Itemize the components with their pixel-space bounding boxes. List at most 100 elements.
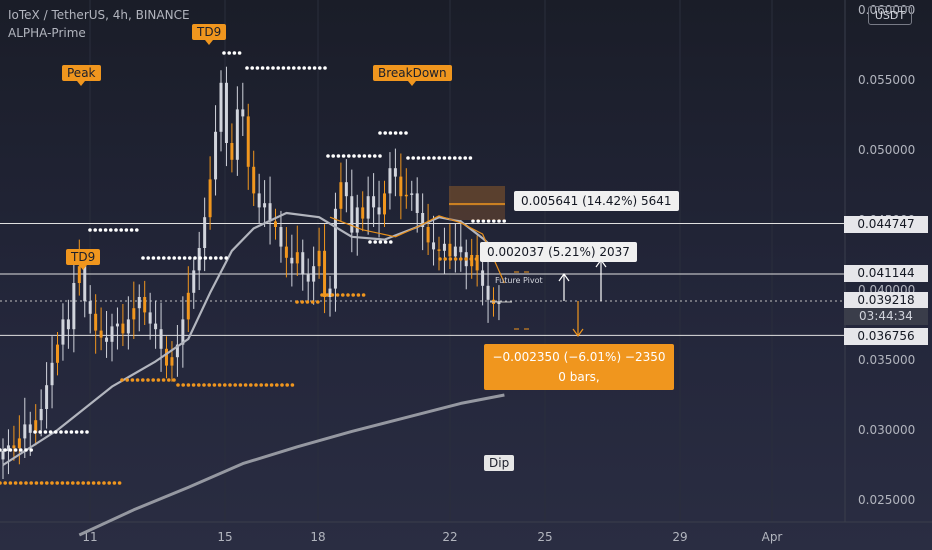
pivot-dot-white xyxy=(172,256,176,260)
pivot-dot-white xyxy=(373,240,378,244)
pivot-dot-orange xyxy=(65,481,70,485)
pivot-dot-white xyxy=(43,430,48,434)
pivot-dot-orange xyxy=(151,378,155,382)
candle-body xyxy=(105,337,109,342)
pivot-dot-orange xyxy=(76,481,80,485)
pivot-dot-white xyxy=(224,256,228,260)
pivot-dot-orange xyxy=(191,383,196,387)
pivot-dot-white xyxy=(135,228,139,232)
pivot-dot-orange xyxy=(264,383,269,387)
candle-body xyxy=(274,221,277,227)
ma-slow-line xyxy=(78,393,505,537)
x-tick-label: Apr xyxy=(762,530,783,544)
td9-left-text: TD9 xyxy=(71,250,96,264)
candle-body xyxy=(350,196,354,233)
candle-body xyxy=(421,213,425,227)
pivot-dot-white xyxy=(297,66,301,70)
pivot-dot-orange xyxy=(107,481,111,485)
pivot-dot-orange xyxy=(351,293,356,297)
candle-body xyxy=(83,266,87,302)
candle-body xyxy=(323,250,327,297)
candle-body xyxy=(448,243,452,257)
candle-body xyxy=(339,182,343,209)
pivot-dot-orange xyxy=(102,481,106,485)
measure-down-box[interactable]: −0.002350 (−6.01%) −2350 0 bars, xyxy=(484,344,674,390)
measure-up-small[interactable]: 0.002037 (5.21%) 2037 xyxy=(480,242,637,262)
pivot-dot-white xyxy=(146,256,150,260)
candle-body xyxy=(388,168,392,194)
pivot-dot-white xyxy=(307,66,312,70)
pivot-dot-white xyxy=(85,430,89,434)
pivot-dot-orange xyxy=(120,378,124,382)
candle-body xyxy=(383,193,386,215)
pivot-dot-white xyxy=(368,240,372,244)
candle-body xyxy=(17,438,21,449)
pivot-dot-white xyxy=(227,51,231,55)
pivot-dot-orange xyxy=(356,293,361,297)
measure-down-line1: −0.002350 (−6.01%) −2350 xyxy=(492,350,666,364)
y-tick-label: 0.055000 xyxy=(858,73,915,87)
pivot-dot-white xyxy=(266,66,270,70)
candle-body xyxy=(404,194,408,197)
pivot-dot-orange xyxy=(117,481,122,485)
candle-body xyxy=(110,326,114,342)
currency-button[interactable]: USDT xyxy=(868,6,912,25)
pivot-dot-white xyxy=(245,66,249,70)
pivot-dot-white xyxy=(383,240,388,244)
candle-body xyxy=(437,249,441,251)
pivot-dot-white xyxy=(502,219,507,223)
pivot-dot-white xyxy=(276,66,281,70)
candle-body xyxy=(268,203,272,222)
pivot-dot-orange xyxy=(167,378,171,382)
pivot-dot-white xyxy=(492,219,496,223)
pivot-dot-white xyxy=(373,154,377,158)
candle-body xyxy=(328,288,332,297)
pivot-dot-orange xyxy=(197,383,201,387)
measure-down-arrow-head xyxy=(572,328,584,338)
measure-up-big[interactable]: 0.005641 (14.42%) 5641 xyxy=(514,191,679,211)
pivot-dot-white xyxy=(463,156,468,160)
pivot-dot-white xyxy=(362,154,367,158)
pivot-dot-white xyxy=(323,66,327,70)
pivot-dot-white xyxy=(109,228,113,232)
price-level-1: 0.044747 xyxy=(844,216,928,233)
chart-title: IoTeX / TetherUS, 4h, BINANCE xyxy=(8,8,190,22)
bar-countdown: 03:44:34 xyxy=(844,308,928,325)
pivot-dot-white xyxy=(453,156,457,160)
pivot-dot-orange xyxy=(259,383,264,387)
pivot-dot-white xyxy=(54,430,58,434)
pivot-dot-orange xyxy=(305,300,310,304)
pivot-dot-white xyxy=(193,256,197,260)
pivot-dot-white xyxy=(219,256,223,260)
pivot-dot-orange xyxy=(172,378,176,382)
pivot-dot-white xyxy=(114,228,118,232)
pivot-dot-orange xyxy=(295,300,299,304)
pivot-dot-white xyxy=(271,66,275,70)
candle-body xyxy=(132,308,136,320)
pivot-dot-white xyxy=(286,66,291,70)
candle-body xyxy=(246,116,250,167)
pivot-dot-white xyxy=(336,154,341,158)
candle-body xyxy=(28,424,32,433)
pivot-dot-white xyxy=(59,430,63,434)
candle-body xyxy=(230,143,234,160)
candle-body xyxy=(257,193,261,208)
candle-body xyxy=(94,313,98,331)
candle-body xyxy=(143,297,147,313)
pivot-dot-orange xyxy=(97,481,101,485)
pivot-dot-orange xyxy=(300,300,305,304)
measure-up-small-arrow-head xyxy=(558,272,570,282)
pivot-dot-white xyxy=(471,219,475,223)
candle-body xyxy=(39,409,43,421)
candle-body xyxy=(410,193,414,195)
candle-body xyxy=(121,323,125,334)
pivot-dot-white xyxy=(8,448,13,452)
pivot-dot-white xyxy=(232,51,237,55)
candle-body xyxy=(77,266,81,283)
candle-body xyxy=(317,250,321,267)
pivot-dot-orange xyxy=(310,300,315,304)
candle-body xyxy=(66,319,70,330)
candle-body xyxy=(372,196,376,208)
pivot-dot-white xyxy=(357,154,362,158)
pivot-dot-orange xyxy=(146,378,150,382)
